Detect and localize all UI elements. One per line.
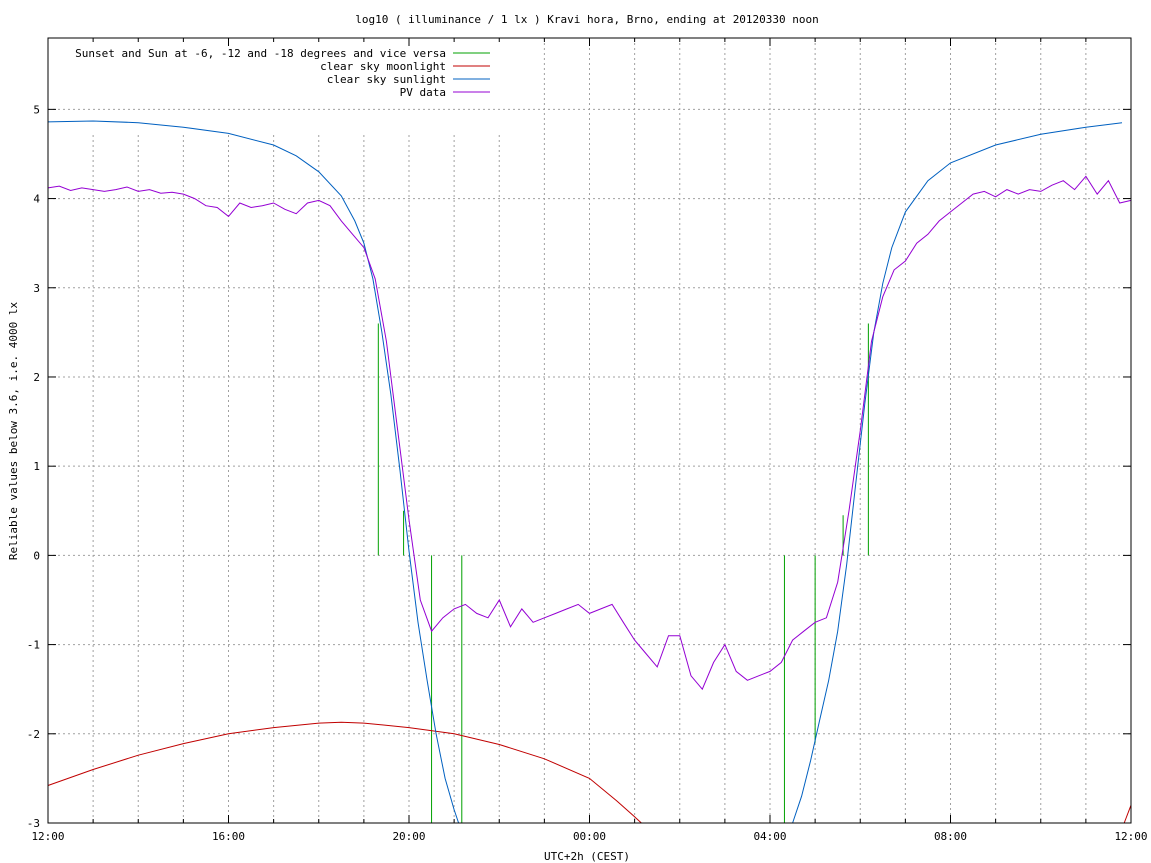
- y-tick-label: 4: [33, 193, 40, 206]
- legend-label: PV data: [400, 86, 446, 99]
- series-line-pv-data: [47, 175, 1132, 691]
- x-tick-label: 12:00: [1114, 830, 1147, 843]
- series-line-clear-sky-sunlight: [47, 120, 460, 824]
- y-tick-label: 1: [33, 460, 40, 473]
- y-tick-label: -1: [27, 639, 40, 652]
- x-tick-label: 20:00: [392, 830, 425, 843]
- legend: Sunset and Sun at -6, -12 and -18 degree…: [75, 47, 490, 99]
- x-axis-label: UTC+2h (CEST): [544, 850, 630, 863]
- y-tick-label: 2: [33, 371, 40, 384]
- y-tick-label: 0: [33, 549, 40, 562]
- legend-label: Sunset and Sun at -6, -12 and -18 degree…: [75, 47, 446, 60]
- series-line-clear-sky-moonlight-tail: [1123, 805, 1132, 824]
- y-axis-label: Reliable values below 3.6, i.e. 4000 lx: [7, 301, 20, 560]
- y-tick-label: 3: [33, 282, 40, 295]
- y-tick-label: -2: [27, 728, 40, 741]
- x-tick-label: 16:00: [212, 830, 245, 843]
- series-group: [47, 120, 1132, 824]
- y-tick-label: -3: [27, 817, 40, 830]
- x-tick-label: 04:00: [753, 830, 786, 843]
- legend-label: clear sky moonlight: [320, 60, 446, 73]
- x-tick-label: 00:00: [573, 830, 606, 843]
- x-tick-label: 08:00: [934, 830, 967, 843]
- legend-label: clear sky sunlight: [327, 73, 446, 86]
- x-tick-label: 12:00: [31, 830, 64, 843]
- y-tick-label: 5: [33, 103, 40, 116]
- series-line-clear-sky-moonlight: [47, 721, 642, 824]
- series-line-clear-sky-sunlight-tail: [792, 122, 1123, 824]
- axis-ticks: 12:00 16:00 20:00 00:00 04:00 08:00 12:00-3-2-…: [27, 38, 1148, 843]
- chart-title: log10 ( illuminance / 1 lx ) Kravi hora,…: [355, 13, 819, 26]
